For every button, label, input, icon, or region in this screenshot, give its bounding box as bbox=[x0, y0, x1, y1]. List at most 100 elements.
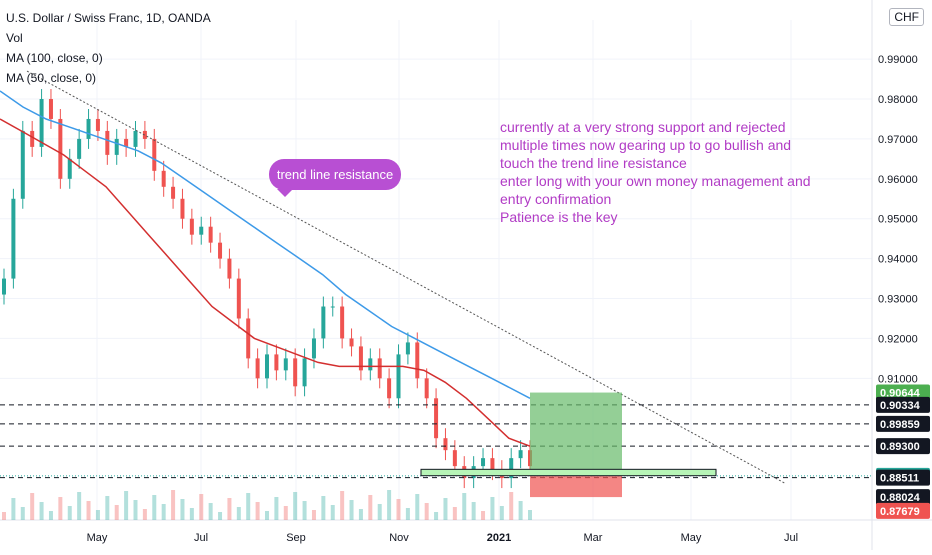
volume-bar bbox=[11, 498, 16, 520]
candle-body bbox=[227, 258, 232, 279]
candle-body bbox=[265, 354, 269, 379]
candle-body bbox=[20, 130, 25, 199]
y-tick-label: 0.96000 bbox=[878, 174, 918, 186]
volume-bar bbox=[509, 492, 514, 520]
trade-idea-annotation[interactable]: currently at a very strong support and r… bbox=[500, 119, 811, 225]
volume-bar bbox=[67, 506, 72, 520]
volume-bar bbox=[58, 497, 63, 520]
volume-bar bbox=[227, 498, 232, 520]
y-tick-label: 0.91000 bbox=[878, 373, 918, 385]
volume-bar bbox=[114, 505, 119, 520]
price-label: 0.90334 bbox=[880, 400, 921, 412]
volume-bar bbox=[105, 496, 110, 520]
price-label: 0.87679 bbox=[880, 506, 920, 518]
x-tick-label: Jul bbox=[194, 532, 208, 544]
candle-body bbox=[208, 226, 213, 243]
ma100-line bbox=[0, 90, 531, 399]
candle-body bbox=[424, 378, 429, 399]
volume-bar bbox=[377, 504, 382, 520]
volume-bar bbox=[208, 503, 213, 520]
candle-body bbox=[434, 398, 439, 439]
candle-body bbox=[58, 118, 63, 179]
volume-bar bbox=[274, 497, 279, 520]
volume-bar bbox=[490, 497, 495, 520]
volume-bar bbox=[481, 511, 486, 520]
x-tick-label: Nov bbox=[389, 532, 409, 544]
candle-body bbox=[518, 450, 523, 459]
y-tick-label: 0.99000 bbox=[878, 54, 918, 66]
candle-body bbox=[443, 438, 448, 451]
candle-body bbox=[283, 358, 288, 371]
volume-bar bbox=[2, 512, 6, 520]
price-label: 0.89859 bbox=[880, 419, 920, 431]
volume-bar bbox=[434, 512, 439, 520]
price-label-bg bbox=[876, 415, 930, 432]
candle-body bbox=[161, 170, 166, 187]
symbol-title[interactable]: U.S. Dollar / Swiss Franc, 1D, OANDA bbox=[6, 11, 211, 25]
y-tick-label: 0.92000 bbox=[878, 333, 918, 345]
price-label-bg bbox=[876, 469, 930, 486]
candle-body bbox=[11, 198, 16, 279]
candle-body bbox=[189, 218, 194, 235]
candle-body bbox=[368, 358, 373, 371]
y-tick-label: 0.98000 bbox=[878, 94, 918, 106]
price-label-bg bbox=[876, 489, 930, 506]
candle-body bbox=[330, 306, 335, 308]
candle-body bbox=[415, 342, 420, 379]
candle-body bbox=[246, 318, 251, 359]
price-label-bg bbox=[876, 502, 930, 519]
volume-bar bbox=[133, 500, 138, 520]
volume-bar bbox=[387, 490, 392, 520]
candle-body bbox=[2, 278, 6, 295]
candle-body bbox=[77, 138, 82, 159]
x-tick-label: May bbox=[681, 532, 702, 544]
candle-body bbox=[340, 306, 345, 339]
volume-bar bbox=[48, 511, 53, 520]
trend-line-callout[interactable]: trend line resistance bbox=[269, 159, 401, 197]
volume-bar bbox=[293, 492, 298, 520]
candle-body bbox=[95, 118, 100, 131]
candle-body bbox=[152, 138, 157, 171]
volume-bar bbox=[302, 501, 307, 520]
x-tick-label: Jul bbox=[784, 532, 798, 544]
volume-indicator-label[interactable]: Vol bbox=[6, 31, 23, 45]
volume-bar bbox=[39, 502, 44, 520]
price-label: 0.89300 bbox=[880, 441, 920, 453]
volume-bar bbox=[349, 500, 354, 520]
y-tick-label: 0.97000 bbox=[878, 134, 918, 146]
volume-bar bbox=[95, 510, 100, 520]
volume-bar bbox=[218, 512, 223, 520]
candle-body bbox=[481, 458, 486, 467]
volume-bar bbox=[396, 499, 401, 520]
volume-bar bbox=[77, 492, 82, 520]
volume-bar bbox=[283, 506, 288, 520]
ma50-indicator-label[interactable]: MA (50, close, 0) bbox=[6, 71, 97, 85]
candle-body bbox=[236, 278, 241, 319]
y-tick-label: 0.93000 bbox=[878, 294, 918, 306]
volume-bar bbox=[30, 493, 35, 520]
volume-bar bbox=[86, 501, 91, 520]
volume-bar bbox=[255, 502, 260, 520]
candle-body bbox=[39, 99, 44, 147]
ma100-indicator-label[interactable]: MA (100, close, 0) bbox=[6, 51, 103, 65]
volume-bar bbox=[499, 506, 504, 520]
volume-bar bbox=[20, 507, 25, 520]
candle-body bbox=[180, 198, 185, 219]
candle-body bbox=[311, 338, 316, 359]
volume-bar bbox=[518, 501, 523, 520]
candle-body bbox=[255, 358, 260, 379]
candle-body bbox=[405, 342, 410, 355]
currency-button[interactable]: CHF bbox=[889, 8, 924, 26]
volume-bar bbox=[124, 491, 129, 520]
candle-body bbox=[199, 226, 204, 235]
candle-body bbox=[105, 130, 110, 155]
volume-bar bbox=[265, 511, 269, 520]
candle-body bbox=[171, 186, 176, 199]
volume-bar bbox=[528, 510, 532, 520]
candle-body bbox=[86, 118, 91, 139]
candle-body bbox=[509, 458, 514, 479]
price-label: 0.90644 bbox=[880, 388, 921, 400]
candle-body bbox=[133, 130, 138, 147]
